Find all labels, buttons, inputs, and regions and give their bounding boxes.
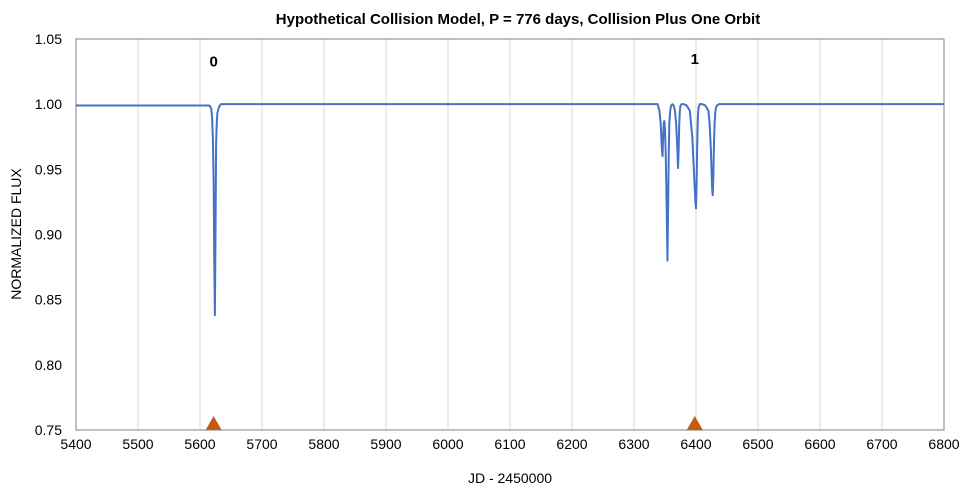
x-tick-label: 5500 [122, 436, 153, 452]
x-tick-label: 6400 [680, 436, 711, 452]
y-axis-ticks: 0.75 0.80 0.85 0.90 0.95 1.00 1.05 [35, 31, 62, 438]
x-axis-ticks: 5400 5500 5600 5700 5800 5900 6000 6100 6200 6300… [60, 436, 959, 452]
x-tick-label: 6100 [494, 436, 525, 452]
orbit-annotation: 0 [209, 53, 217, 70]
y-axis-label: NORMALIZED FLUX [8, 168, 24, 300]
x-tick-label: 6700 [866, 436, 897, 452]
x-tick-label: 6600 [804, 436, 835, 452]
markers-layer [205, 416, 703, 430]
triangle-marker [686, 416, 703, 430]
triangle-marker [205, 416, 222, 430]
x-tick-label: 6300 [618, 436, 649, 452]
series-layer [76, 103, 944, 317]
x-tick-label: 5600 [184, 436, 215, 452]
x-axis-label: JD - 2450000 [468, 470, 552, 486]
x-tick-label: 5800 [308, 436, 339, 452]
y-tick-label: 0.90 [35, 227, 62, 243]
orbit-annotation: 1 [691, 51, 699, 68]
y-tick-label: 0.75 [35, 422, 62, 438]
x-tick-label: 6200 [556, 436, 587, 452]
x-tick-label: 6500 [742, 436, 773, 452]
x-tick-label: 6000 [432, 436, 463, 452]
y-tick-label: 0.85 [35, 292, 62, 308]
y-tick-label: 1.00 [35, 96, 62, 112]
y-tick-label: 1.05 [35, 31, 62, 47]
series-line-0 [76, 103, 944, 317]
y-tick-label: 0.80 [35, 357, 62, 373]
plot-area [75, 38, 945, 431]
x-tick-label: 5400 [60, 436, 91, 452]
y-tick-label: 0.95 [35, 161, 62, 177]
x-tick-label: 5900 [370, 436, 401, 452]
x-tick-label: 5700 [246, 436, 277, 452]
chart-title: Hypothetical Collision Model, P = 776 da… [276, 11, 760, 28]
x-tick-label: 6800 [928, 436, 959, 452]
